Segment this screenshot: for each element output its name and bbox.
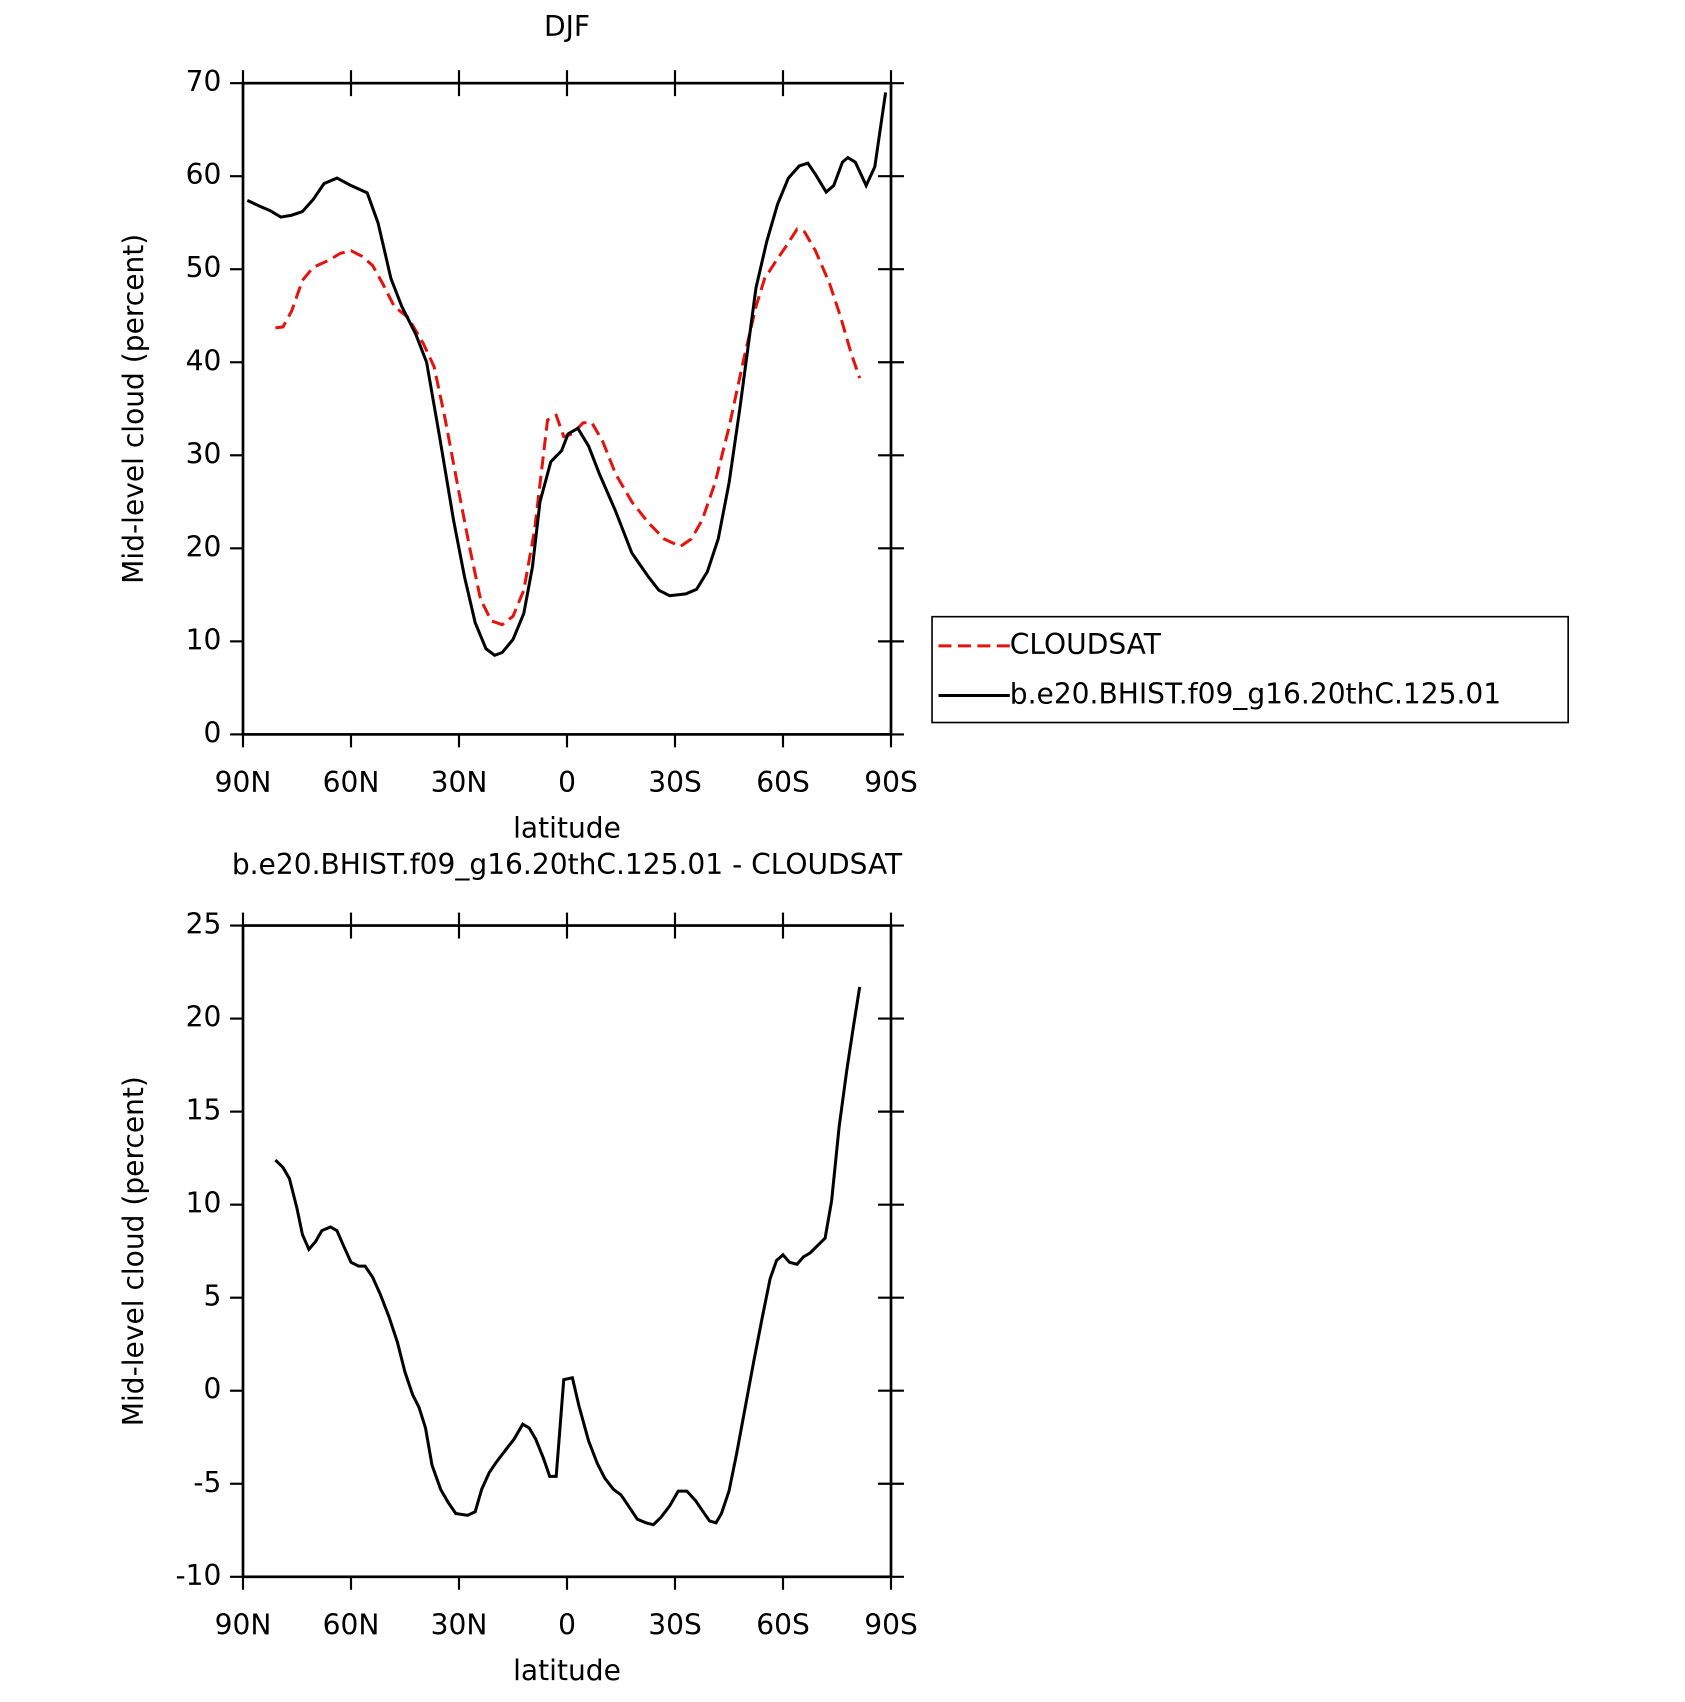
x-tick-label: 90N (215, 1608, 272, 1641)
data-line (274, 986, 862, 1527)
legend-box (931, 615, 1569, 724)
y-tick-label: 25 (186, 908, 222, 941)
y-axis-label: Mid-level cloud (percent) (117, 1076, 150, 1426)
x-tick-label: 30N (431, 1608, 488, 1641)
x-tick-label: 90S (864, 766, 918, 799)
data-line (246, 92, 888, 658)
x-tick-label: 60S (756, 1608, 810, 1641)
y-tick-label: 10 (186, 1187, 222, 1220)
x-tick-label: 30S (648, 766, 702, 799)
y-tick-label: 0 (204, 716, 222, 749)
y-tick-label: 40 (186, 344, 222, 377)
x-tick-label: 60N (323, 766, 380, 799)
legend-label: b.e20.BHIST.f09_g16.20thC.125.01 (1010, 678, 1501, 711)
y-axis-label: Mid-level cloud (percent) (117, 234, 150, 584)
x-axis-label: latitude (513, 811, 621, 844)
y-tick-label: 70 (186, 65, 222, 98)
y-tick-label: 50 (186, 251, 222, 284)
y-tick-label: 20 (186, 530, 222, 563)
x-tick-label: 60N (323, 1608, 380, 1641)
y-tick-label: 10 (186, 623, 222, 656)
x-tick-label: 0 (558, 1608, 576, 1641)
data-line (275, 227, 862, 627)
chart-title: b.e20.BHIST.f09_g16.20thC.125.01 - CLOUD… (232, 848, 903, 881)
y-tick-label: 20 (186, 1001, 222, 1034)
x-tick-label: 30N (431, 766, 488, 799)
x-tick-label: 0 (558, 766, 576, 799)
plot-frame (241, 924, 893, 1579)
x-tick-label: 90S (864, 1608, 918, 1641)
y-tick-label: -10 (176, 1559, 222, 1592)
x-tick-label: 90N (215, 766, 272, 799)
y-tick-label: 15 (186, 1094, 222, 1127)
y-tick-label: 30 (186, 437, 222, 470)
chart-title: DJF (544, 10, 590, 43)
y-tick-label: -5 (193, 1466, 221, 1499)
y-tick-label: 0 (204, 1373, 222, 1406)
y-tick-label: 60 (186, 158, 222, 191)
x-tick-label: 60S (756, 766, 810, 799)
x-tick-label: 30S (648, 1608, 702, 1641)
legend-label: CLOUDSAT (1010, 628, 1162, 661)
x-axis-label: latitude (513, 1654, 621, 1687)
y-tick-label: 5 (204, 1280, 222, 1313)
